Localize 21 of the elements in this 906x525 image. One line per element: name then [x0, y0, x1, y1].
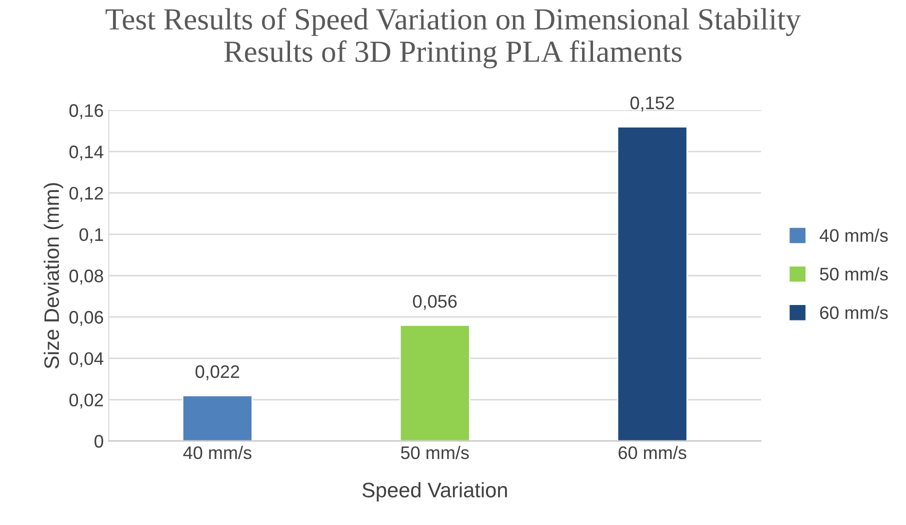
- x-tick-label: 50 mm/s: [400, 446, 469, 460]
- y-tick-label: 0,02: [69, 394, 103, 409]
- y-axis-title: Size Deviation (mm): [44, 183, 64, 368]
- y-tick-label: 0,16: [69, 104, 104, 120]
- y-tick-label: 0: [94, 434, 104, 448]
- y-tick-label: 0,08: [69, 270, 104, 284]
- data-label: 0,152: [630, 96, 674, 112]
- y-tick-label: 0,1: [79, 228, 103, 244]
- data-label: 0,022: [196, 365, 240, 380]
- x-tick-label: 60 mm/s: [618, 446, 686, 460]
- data-label: 0,056: [412, 294, 457, 310]
- y-tick-label: 0,12: [69, 186, 103, 202]
- y-tick-label: 0,04: [69, 352, 104, 368]
- y-tick-label: 0,14: [69, 146, 104, 160]
- legend-label: 60 mm/s: [820, 306, 888, 320]
- y-tick-label: 0,06: [69, 310, 104, 326]
- legend-label: 50 mm/s: [820, 267, 888, 281]
- x-axis-title: Speed Variation: [362, 482, 507, 502]
- chart-title: Test Results of Speed Variation on Dimensional Stability Results of 3D Printing PLA filaments: [106, 8, 801, 68]
- x-tick-label: 40 mm/s: [183, 446, 252, 460]
- legend-label: 40 mm/s: [820, 228, 888, 242]
